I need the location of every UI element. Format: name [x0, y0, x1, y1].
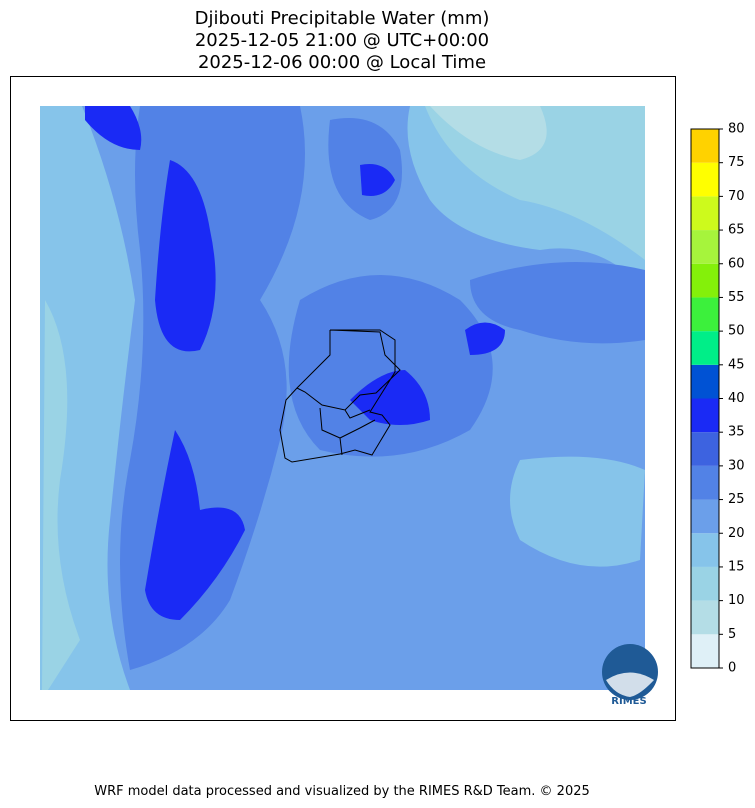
colorbar-tick-label: 45 [728, 357, 745, 372]
logo-text: RIMES [611, 696, 646, 707]
colorbar-tick-label: 75 [728, 155, 745, 170]
colorbar-tick-label: 0 [728, 661, 736, 676]
colorbar-segment [691, 566, 719, 601]
colorbar-tick-label: 25 [728, 492, 745, 507]
footer: WRF model data processed and visualized … [94, 784, 590, 799]
colorbar-segment [691, 162, 719, 197]
colorbar-segment [691, 129, 719, 163]
colorbar-segment [691, 533, 719, 567]
map [40, 106, 645, 690]
title-line: Djibouti Precipitable Water (mm) [195, 8, 490, 29]
colorbar-tick-label: 65 [728, 223, 745, 238]
colorbar-segment [691, 634, 719, 668]
colorbar-tick-label: 60 [728, 256, 745, 271]
colorbar-tick-label: 30 [728, 458, 745, 473]
colorbar-segment [691, 398, 719, 433]
colorbar-segment [691, 230, 719, 264]
colorbar-segment [691, 331, 719, 365]
colorbar: 0 5 10 15 20 25 30 35 40 45 50 55 60 65 70 75 80 [690, 122, 745, 676]
colorbar-tick-label: 20 [728, 526, 745, 541]
colorbar-segment [691, 465, 719, 500]
colorbar-tick-label: 55 [728, 290, 745, 305]
colorbar-segment [691, 600, 719, 635]
colorbar-tick-label: 5 [728, 627, 736, 642]
colorbar-segment [691, 364, 719, 399]
colorbar-tick-label: 70 [728, 189, 745, 204]
title-line: 2025-12-05 21:00 @ UTC+00:00 [195, 30, 489, 51]
title-line: 2025-12-06 00:00 @ Local Time [198, 52, 486, 73]
colorbar-tick-label: 50 [728, 324, 745, 339]
colorbar-segment [691, 297, 719, 332]
logo: RIMES [602, 644, 658, 707]
colorbar-segment [691, 263, 719, 298]
colorbar-segment [691, 196, 719, 231]
colorbar-tick-label: 10 [728, 593, 745, 608]
colorbar-segment [691, 499, 719, 534]
colorbar-tick-label: 35 [728, 425, 745, 440]
colorbar-tick-label: 80 [728, 122, 745, 137]
colorbar-tick-label: 15 [728, 559, 745, 574]
colorbar-tick-label: 40 [728, 391, 745, 406]
colorbar-segment [691, 432, 719, 466]
